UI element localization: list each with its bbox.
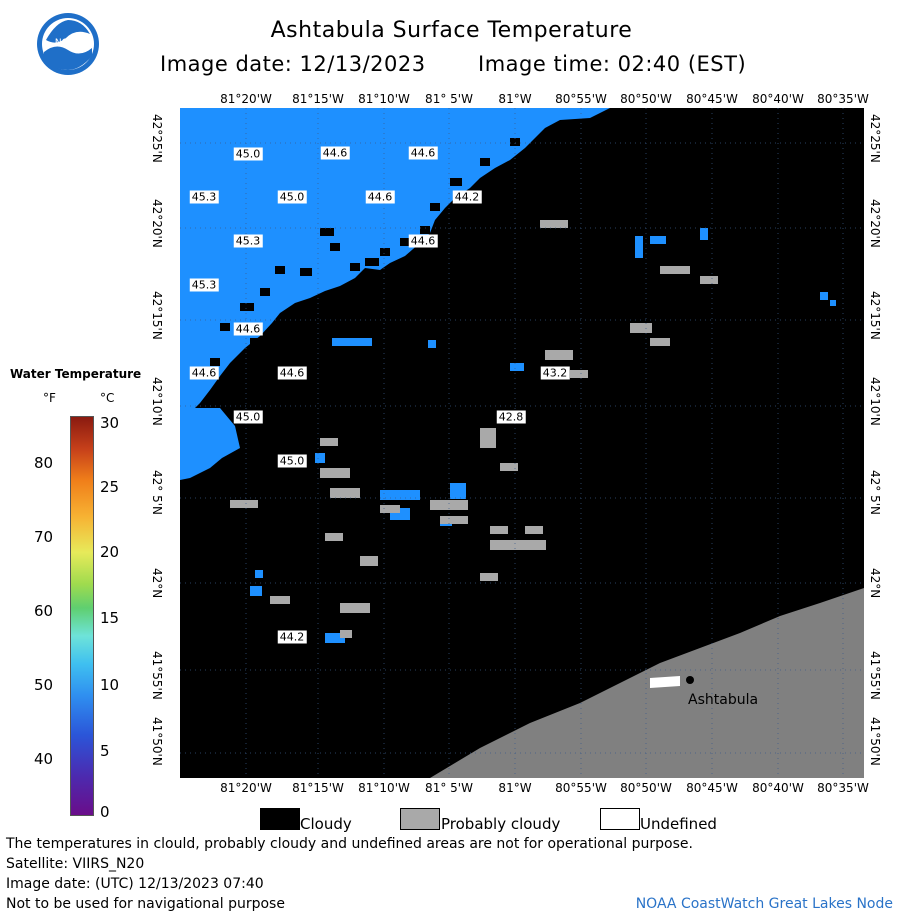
probably-cloudy-patches xyxy=(230,220,718,638)
lat-label-left: 42°N xyxy=(150,568,164,599)
lat-label-right: 42°20'N xyxy=(868,199,882,248)
temp-label: 45.3 xyxy=(189,190,219,204)
lon-label-bottom: 80°35'W xyxy=(817,781,869,795)
lon-label-bottom: 80°55'W xyxy=(555,781,607,795)
lon-label-bottom: 80°40'W xyxy=(752,781,804,795)
page-title: Ashtabula Surface Temperature xyxy=(270,18,633,43)
lat-label-left: 42°25'N xyxy=(150,114,164,163)
tick-fahrenheit: 40 xyxy=(34,750,54,768)
tick-celsius: 5 xyxy=(100,742,110,760)
lon-label-top: 80°45'W xyxy=(686,92,738,106)
lon-label-top: 81°W xyxy=(498,92,532,106)
tick-celsius: 20 xyxy=(100,543,120,561)
tick-fahrenheit: 60 xyxy=(34,602,54,620)
legend-title: Water Temperature xyxy=(10,367,142,381)
lon-label-bottom: 80°45'W xyxy=(686,781,738,795)
land-region xyxy=(430,588,864,778)
ashtabula-marker xyxy=(686,676,694,684)
lon-label-top: 80°50'W xyxy=(620,92,672,106)
temp-label: 45.0 xyxy=(277,190,307,204)
tick-fahrenheit: 80 xyxy=(34,454,54,472)
lat-label-right: 42°25'N xyxy=(868,114,882,163)
probably-cloudy-label: Probably cloudy xyxy=(441,815,561,833)
temp-label: 44.6 xyxy=(189,366,219,380)
undefined-label: Undefined xyxy=(640,815,717,833)
lat-label-right: 42° 5'N xyxy=(868,470,882,515)
tick-celsius: 0 xyxy=(100,803,110,821)
cloudy-swatch xyxy=(260,808,300,830)
lat-label-right: 41°55'N xyxy=(868,651,882,700)
temp-label: 45.3 xyxy=(233,234,263,248)
tick-fahrenheit: 70 xyxy=(34,528,54,546)
lon-label-bottom: 81° 5'W xyxy=(425,781,473,795)
lat-label-left: 42°15'N xyxy=(150,291,164,340)
water-pixels xyxy=(250,228,836,643)
temp-label: 44.2 xyxy=(452,190,482,204)
lat-label-right: 42°N xyxy=(868,568,882,599)
temp-label: 44.6 xyxy=(365,190,395,204)
undefined-area xyxy=(650,676,680,688)
tick-celsius: 25 xyxy=(100,478,120,496)
lon-label-bottom: 81°15'W xyxy=(292,781,344,795)
tick-celsius: 10 xyxy=(100,676,120,694)
tick-celsius: 15 xyxy=(100,609,120,627)
temp-label: 44.6 xyxy=(320,146,350,160)
unit-celsius: °C xyxy=(100,391,115,405)
temp-label: 44.6 xyxy=(233,322,263,336)
temp-label: 42.8 xyxy=(496,410,526,424)
source-node: NOAA CoastWatch Great Lakes Node xyxy=(635,896,893,912)
unit-fahrenheit: °F xyxy=(43,391,56,405)
logo-text: NOAA xyxy=(55,38,82,48)
lon-label-top: 81°15'W xyxy=(292,92,344,106)
lon-label-bottom: 81°W xyxy=(498,781,532,795)
water-lower-left xyxy=(180,408,240,480)
temp-label: 45.3 xyxy=(189,278,219,292)
lon-label-top: 80°35'W xyxy=(817,92,869,106)
graticule xyxy=(180,108,864,778)
lat-label-right: 42°10'N xyxy=(868,377,882,426)
temp-label: 44.6 xyxy=(408,234,438,248)
lon-label-bottom: 81°10'W xyxy=(358,781,410,795)
water-region xyxy=(180,108,610,418)
navigation-warning: Not to be used for navigational purpose xyxy=(6,896,285,912)
lon-label-top: 81°10'W xyxy=(358,92,410,106)
lon-label-top: 80°55'W xyxy=(555,92,607,106)
lat-label-left: 41°55'N xyxy=(150,651,164,700)
temperature-colorbar xyxy=(70,416,94,816)
tick-fahrenheit: 50 xyxy=(34,676,54,694)
temp-label: 44.6 xyxy=(277,366,307,380)
utc-date: Image date: (UTC) 12/13/2023 07:40 xyxy=(6,876,264,892)
cloud-speckles xyxy=(210,138,520,386)
temp-label: 45.0 xyxy=(233,147,263,161)
lon-label-bottom: 80°50'W xyxy=(620,781,672,795)
lon-label-top: 81°20'W xyxy=(220,92,272,106)
satellite-info: Satellite: VIIRS_N20 xyxy=(6,856,145,872)
lat-label-left: 42°20'N xyxy=(150,199,164,248)
temperature-map xyxy=(180,108,864,778)
probably-cloudy-swatch xyxy=(400,808,440,830)
lat-label-left: 41°50'N xyxy=(150,717,164,766)
temp-label: 45.0 xyxy=(277,454,307,468)
temp-label: 43.2 xyxy=(540,366,570,380)
town-label: Ashtabula xyxy=(688,692,759,708)
disclaimer-note: The temperatures in clould, probably clo… xyxy=(6,836,693,852)
lon-label-bottom: 81°20'W xyxy=(220,781,272,795)
lat-label-left: 42°10'N xyxy=(150,377,164,426)
image-time: Image time: 02:40 (EST) xyxy=(478,52,747,76)
noaa-logo: NOAA xyxy=(36,12,100,76)
temp-label: 45.0 xyxy=(233,410,263,424)
temp-label: 44.6 xyxy=(408,146,438,160)
image-date: Image date: 12/13/2023 xyxy=(160,52,426,76)
lon-label-top: 81° 5'W xyxy=(425,92,473,106)
lon-label-top: 80°40'W xyxy=(752,92,804,106)
undefined-swatch xyxy=(600,808,640,830)
lat-label-right: 42°15'N xyxy=(868,291,882,340)
tick-celsius: 30 xyxy=(100,414,120,432)
cloudy-label: Cloudy xyxy=(300,815,352,833)
temp-label: 44.2 xyxy=(277,630,307,644)
lat-label-left: 42° 5'N xyxy=(150,470,164,515)
lat-label-right: 41°50'N xyxy=(868,717,882,766)
